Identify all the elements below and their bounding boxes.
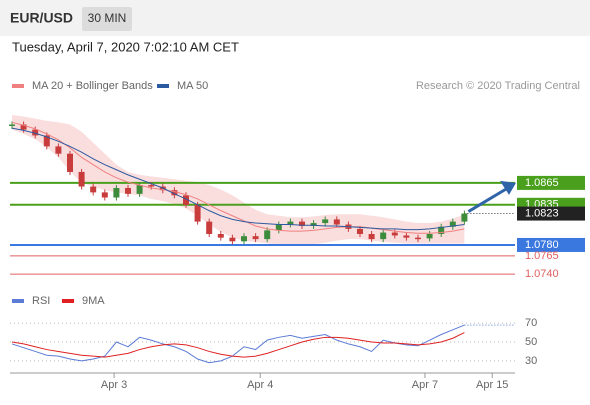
candle <box>299 221 305 226</box>
candle <box>32 129 39 136</box>
legend-label: 9MA <box>82 295 105 307</box>
candle <box>426 234 433 239</box>
candle <box>125 188 131 194</box>
candle <box>415 237 421 240</box>
candle <box>391 232 398 236</box>
y-tick-label: 70 <box>525 317 537 329</box>
candle <box>90 186 97 193</box>
x-tick-label: Apr 3 <box>101 379 127 391</box>
legend-label: MA 20 + Bollinger Bands <box>32 80 153 92</box>
y-tick-label: 50 <box>525 336 537 348</box>
level-label: 1.0740 <box>525 268 559 280</box>
level-label: 1.0780 <box>525 239 559 251</box>
forecast-arrow <box>467 186 509 213</box>
candle <box>310 223 317 226</box>
timestamp: Tuesday, April 7, 2020 7:02:10 AM CET <box>12 39 239 54</box>
candle <box>67 153 73 172</box>
candle <box>194 204 201 222</box>
level-box <box>517 206 585 221</box>
ma-line <box>11 121 465 234</box>
candle <box>403 235 410 238</box>
level-box <box>517 237 585 252</box>
interval: 30 MIN <box>88 11 127 25</box>
candle <box>241 236 247 242</box>
level-label: 1.0765 <box>525 250 559 262</box>
rsi-line <box>11 332 465 358</box>
candle <box>217 234 224 238</box>
x-tick-label: Apr 4 <box>247 379 273 391</box>
candle <box>449 221 456 227</box>
legend-swatch <box>12 84 24 88</box>
candle <box>148 185 155 187</box>
candle <box>322 219 329 224</box>
candle <box>101 192 108 198</box>
candle <box>78 171 85 187</box>
arrow-head <box>500 180 516 195</box>
ma-line <box>11 127 465 231</box>
candle <box>380 232 387 240</box>
y-tick-label: 30 <box>525 355 537 367</box>
level-label: 1.0865 <box>525 177 559 189</box>
legend-label: MA 50 <box>177 80 208 92</box>
x-tick-label: Apr 7 <box>412 379 438 391</box>
interval-badge <box>82 7 132 31</box>
candle <box>113 188 120 198</box>
candle <box>9 124 15 126</box>
candle <box>43 135 50 147</box>
candle <box>368 234 375 240</box>
rsi-line <box>11 324 465 364</box>
candle <box>229 237 236 242</box>
level-box <box>517 175 585 190</box>
candle <box>252 236 259 240</box>
legend-swatch <box>62 299 74 303</box>
symbol: EUR/USD <box>10 10 73 26</box>
legend-swatch <box>157 84 169 88</box>
candle <box>183 195 189 205</box>
credit: Research © 2020 Trading Central <box>416 80 580 92</box>
candle <box>333 219 340 225</box>
candle <box>264 230 271 240</box>
candle <box>206 221 213 235</box>
candle <box>136 185 143 194</box>
candle <box>287 221 294 225</box>
candle <box>20 124 27 130</box>
candle <box>461 213 468 222</box>
legend-swatch <box>12 299 24 303</box>
x-tick-label: Apr 15 <box>476 379 508 391</box>
legend-label: RSI <box>32 295 50 307</box>
candle <box>171 190 178 196</box>
bollinger-band <box>12 115 465 245</box>
candle <box>275 224 282 231</box>
candle <box>438 226 445 235</box>
candle <box>55 146 62 154</box>
level-label: 1.0823 <box>525 207 559 219</box>
candle <box>357 228 363 235</box>
